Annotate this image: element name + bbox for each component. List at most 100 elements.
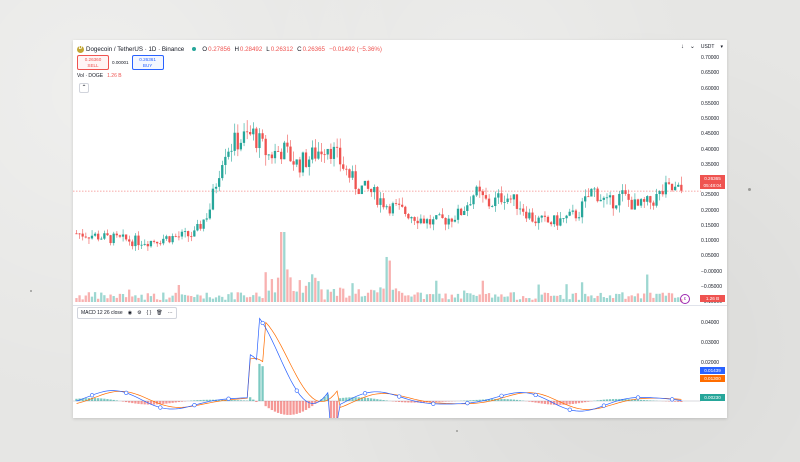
candle-body — [357, 189, 360, 195]
volume-bar — [186, 295, 190, 302]
more-icon[interactable]: ··· — [167, 310, 173, 316]
volume-bar — [642, 293, 646, 302]
candle-body — [236, 132, 239, 150]
indicator-badge-icon[interactable]: ε — [680, 294, 690, 304]
macd-histogram-bar — [357, 397, 360, 401]
volume-bar — [326, 289, 329, 302]
buy-price: 0.26361 — [139, 56, 156, 62]
candle-body — [394, 203, 398, 205]
volume-bar — [416, 292, 419, 302]
volume-tag: 1.26 B — [700, 295, 725, 302]
macd-histogram-bar — [335, 401, 339, 418]
volume-bar — [329, 291, 332, 302]
volume-bar — [342, 288, 345, 302]
candle-body — [413, 217, 416, 221]
macd-histogram-bar — [307, 401, 311, 409]
candle-body — [273, 150, 277, 159]
volume-bar — [497, 296, 500, 302]
macd-axis[interactable]: 0.04000 0.03000 0.02000 — [701, 306, 727, 418]
eye-icon[interactable]: ◉ — [127, 310, 133, 316]
macd-cross-marker — [124, 390, 129, 395]
volume-bar — [540, 294, 543, 302]
volume-bar — [264, 272, 267, 302]
trash-icon[interactable]: 🗑 — [156, 310, 163, 316]
candle-body — [214, 186, 218, 189]
candle-body — [264, 138, 267, 156]
candle-body — [276, 150, 280, 152]
volume-bar — [193, 297, 196, 302]
macd-histogram-bar — [537, 401, 540, 404]
macd-histogram-bar — [366, 397, 370, 401]
macd-histogram-bar — [577, 401, 581, 404]
volume-bar — [394, 288, 398, 302]
macd-histogram-bar — [472, 400, 475, 401]
collapse-legend-button[interactable]: ⌃ — [79, 83, 89, 93]
candle-body — [208, 209, 211, 219]
sell-button[interactable]: 0.26360 SELL — [77, 55, 109, 70]
macd-histogram-bar — [677, 401, 680, 402]
macd-cross-marker — [635, 395, 641, 400]
candle-body — [407, 214, 410, 219]
macd-cross-marker — [499, 393, 504, 398]
macd-histogram-bar — [534, 401, 537, 403]
candle-body — [658, 191, 661, 195]
macd-cross-marker — [431, 401, 436, 406]
candle-body — [75, 233, 78, 235]
volume-bar — [106, 298, 109, 302]
volume-bar — [211, 298, 215, 302]
volume-bar — [233, 299, 236, 302]
candle-body — [109, 235, 112, 244]
macd-legend-label: MACD 12 26 close — [81, 310, 123, 316]
candle-body — [193, 230, 196, 237]
macd-histogram-bar — [478, 399, 481, 401]
macd-histogram-bar — [332, 401, 336, 418]
chart-panel[interactable]: Dogecoin / TetherUS · 1D · Binance O0.27… — [73, 40, 727, 418]
settings-gear-icon[interactable]: ⚙ — [137, 310, 142, 316]
price-chart-svg[interactable] — [73, 40, 727, 418]
candle-body — [441, 214, 444, 219]
macd-cross-marker — [533, 392, 538, 398]
volume-bar — [103, 295, 106, 302]
candle-body — [112, 233, 115, 244]
volume-bar — [174, 292, 177, 302]
candle-body — [528, 212, 531, 219]
symbol-title[interactable]: Dogecoin / TetherUS · 1D · Binance — [86, 45, 185, 53]
volume-bar — [565, 284, 568, 302]
volume-bar — [131, 296, 134, 302]
volume-bar — [230, 292, 233, 302]
candle-body — [677, 184, 680, 187]
candle-body — [481, 191, 484, 196]
candle-body — [639, 199, 643, 206]
volume-bar — [546, 293, 550, 302]
source-code-icon[interactable]: { } — [146, 310, 152, 316]
candle-body — [562, 218, 565, 220]
buy-button[interactable]: 0.26361 BUY — [131, 55, 164, 70]
price-axis-tick: 0.25000 — [701, 192, 720, 199]
macd-histogram-bar — [528, 401, 531, 402]
candle-body — [580, 201, 584, 218]
pane-divider[interactable] — [73, 305, 727, 306]
download-icon[interactable]: ↓ — [680, 43, 684, 50]
candle-body — [540, 215, 543, 218]
macd-cross-marker — [260, 320, 265, 326]
macd-histogram-bar — [441, 401, 444, 402]
candle-body — [255, 128, 258, 149]
candle-body — [329, 148, 332, 159]
candle-body — [391, 203, 395, 214]
currency-select[interactable]: USDT ▾ — [701, 44, 723, 50]
volume-bar — [652, 297, 655, 302]
chevron-down-icon[interactable]: ⌄ — [689, 44, 695, 50]
macd-histogram-bar — [121, 401, 125, 402]
volume-bar — [404, 295, 407, 302]
volume-bar — [587, 296, 590, 302]
volume-bar — [494, 294, 497, 302]
candle-body — [680, 184, 683, 191]
macd-histogram-bar — [624, 399, 627, 401]
volume-bar — [366, 292, 370, 302]
macd-legend[interactable]: MACD 12 26 close ◉ ⚙ { } 🗑 ··· — [77, 307, 177, 319]
volume-legend[interactable]: Vol · DOGE 1.26 B — [77, 73, 122, 79]
macd-histogram-bar — [106, 399, 109, 401]
price-axis-tick: 0.15000 — [701, 222, 720, 229]
price-axis[interactable]: 0.70000 0.65000 0.60000 0.55000 0.50000 0.450… — [701, 40, 727, 305]
price-axis-tick: 0.65000 — [701, 70, 720, 77]
